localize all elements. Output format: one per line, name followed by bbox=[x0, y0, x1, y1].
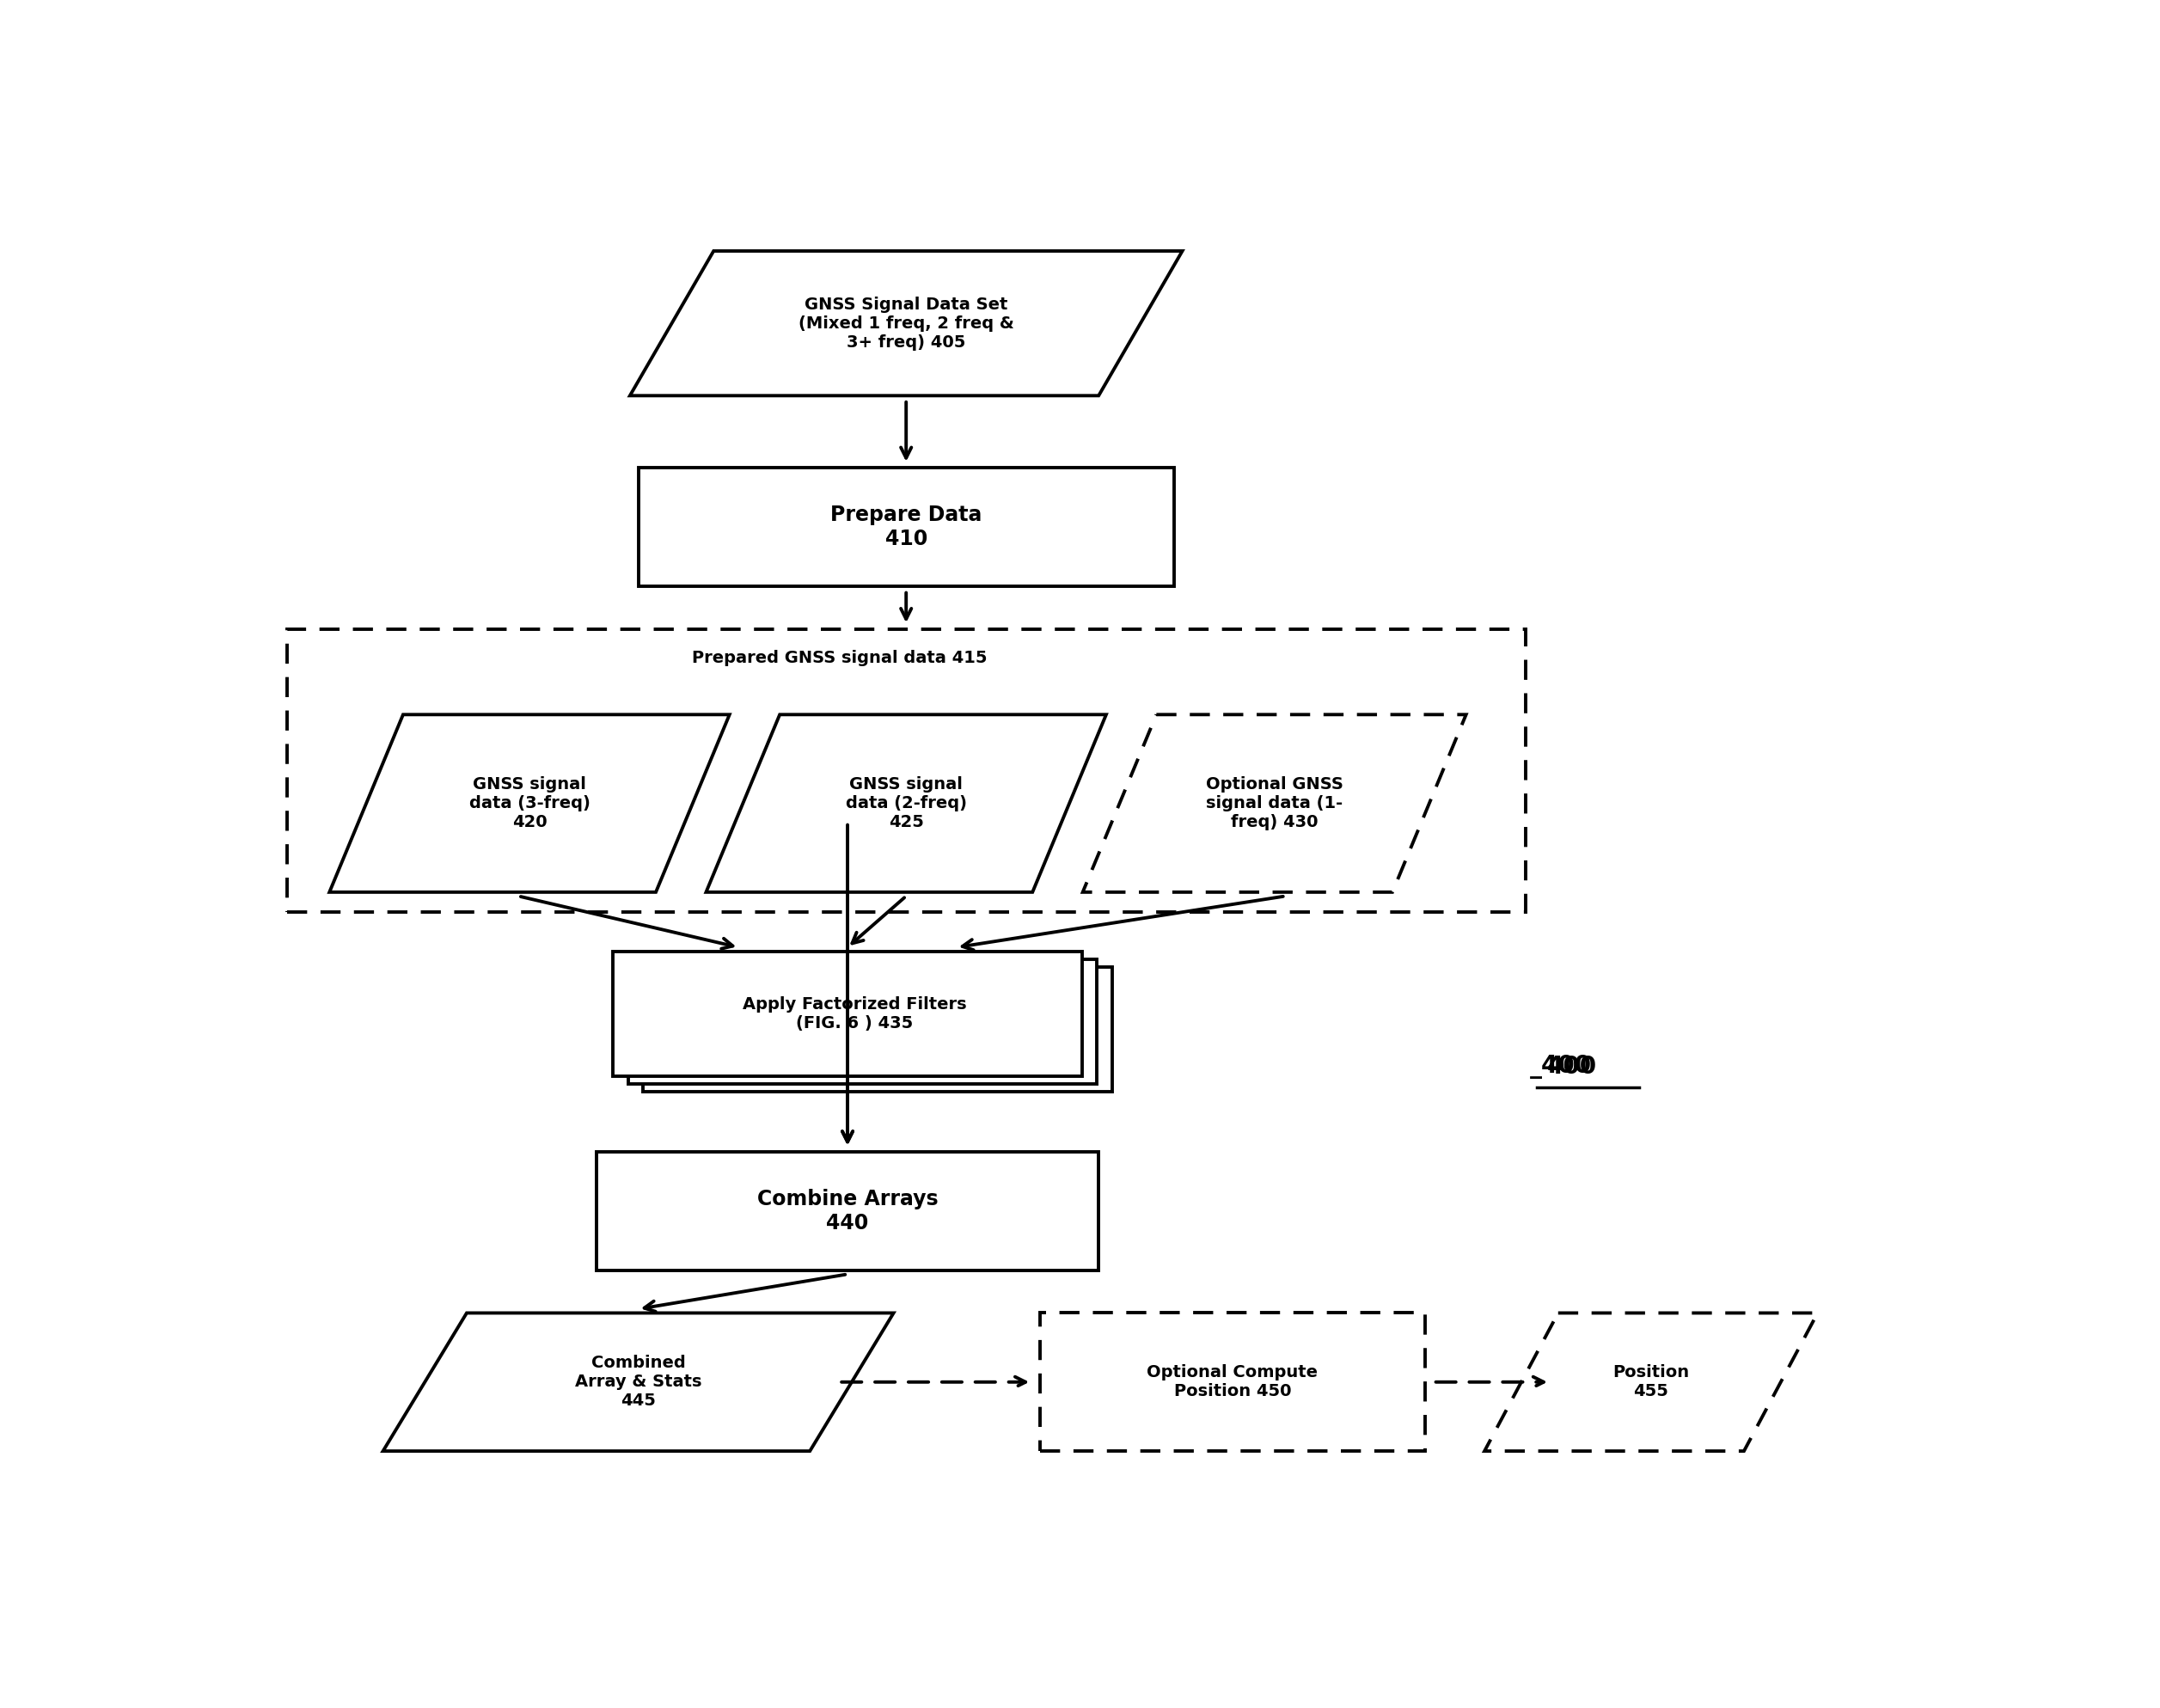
Polygon shape bbox=[631, 251, 1182, 396]
Bar bbox=[644, 967, 1112, 1091]
Polygon shape bbox=[382, 1313, 894, 1452]
Bar bbox=[287, 629, 1525, 912]
Text: Optional Compute
Position 450: Optional Compute Position 450 bbox=[1147, 1365, 1318, 1399]
Text: GNSS signal
data (2-freq)
425: GNSS signal data (2-freq) 425 bbox=[845, 775, 968, 830]
Bar bbox=[1041, 1313, 1426, 1452]
Bar bbox=[629, 960, 1097, 1085]
Text: Combine Arrays
440: Combine Arrays 440 bbox=[756, 1189, 937, 1233]
Polygon shape bbox=[706, 714, 1106, 892]
Text: ̲400: ̲400 bbox=[1542, 1054, 1592, 1078]
Bar bbox=[613, 951, 1082, 1076]
Text: Position
455: Position 455 bbox=[1614, 1365, 1689, 1399]
Text: GNSS Signal Data Set
(Mixed 1 freq, 2 freq &
3+ freq) 405: GNSS Signal Data Set (Mixed 1 freq, 2 fr… bbox=[799, 295, 1013, 350]
Bar bbox=[596, 1151, 1099, 1271]
Text: Prepared GNSS signal data 415: Prepared GNSS signal data 415 bbox=[691, 649, 987, 666]
Text: Optional GNSS
signal data (1-
freq) 430: Optional GNSS signal data (1- freq) 430 bbox=[1205, 775, 1344, 830]
Text: 400: 400 bbox=[1547, 1054, 1596, 1078]
Bar bbox=[639, 468, 1175, 586]
Text: Prepare Data
410: Prepare Data 410 bbox=[829, 506, 983, 550]
Polygon shape bbox=[1082, 714, 1467, 892]
Text: Apply Factorized Filters
(FIG. 6 ) 435: Apply Factorized Filters (FIG. 6 ) 435 bbox=[743, 996, 966, 1032]
Polygon shape bbox=[1484, 1313, 1817, 1452]
Text: Combined
Array & Stats
445: Combined Array & Stats 445 bbox=[575, 1354, 702, 1409]
Text: GNSS signal
data (3-freq)
420: GNSS signal data (3-freq) 420 bbox=[469, 775, 590, 830]
Polygon shape bbox=[330, 714, 730, 892]
